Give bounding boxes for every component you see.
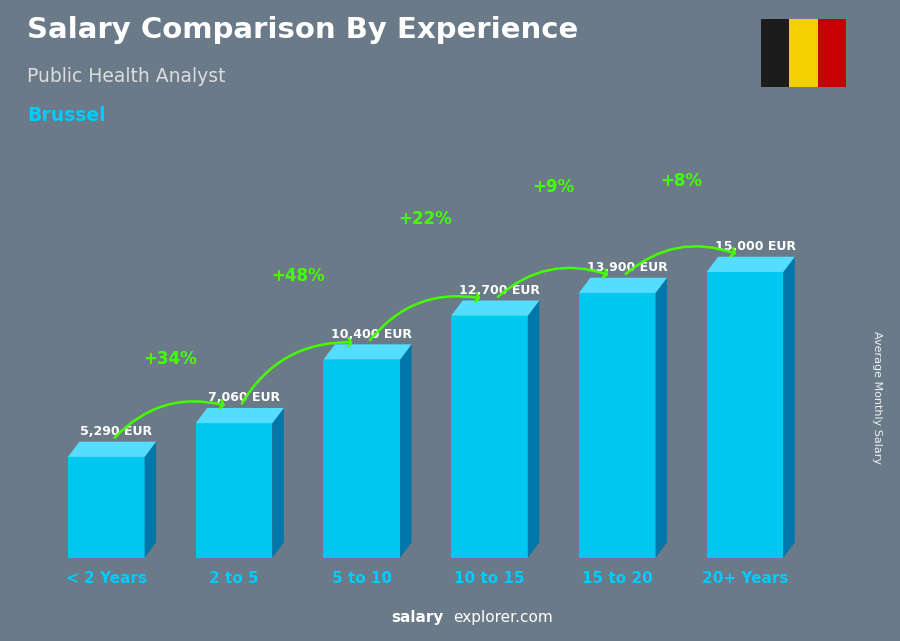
Text: Salary Comparison By Experience: Salary Comparison By Experience	[27, 16, 578, 44]
Text: +9%: +9%	[532, 178, 574, 196]
Bar	[817, 19, 846, 87]
Polygon shape	[655, 278, 667, 558]
Text: Average Monthly Salary: Average Monthly Salary	[872, 331, 883, 464]
Polygon shape	[706, 257, 795, 272]
Polygon shape	[579, 278, 667, 293]
Text: +34%: +34%	[143, 350, 197, 368]
Polygon shape	[527, 301, 539, 558]
Polygon shape	[706, 272, 783, 558]
Polygon shape	[195, 408, 284, 423]
Polygon shape	[68, 457, 145, 558]
Text: 7,060 EUR: 7,060 EUR	[208, 391, 280, 404]
Polygon shape	[783, 257, 795, 558]
Polygon shape	[323, 360, 400, 558]
Polygon shape	[145, 442, 156, 558]
Text: +8%: +8%	[660, 172, 702, 190]
Text: 13,900 EUR: 13,900 EUR	[587, 261, 668, 274]
Text: 12,700 EUR: 12,700 EUR	[459, 284, 540, 297]
Polygon shape	[195, 423, 273, 558]
Polygon shape	[273, 408, 284, 558]
Polygon shape	[323, 344, 411, 360]
Polygon shape	[579, 293, 655, 558]
Text: Brussel: Brussel	[27, 106, 105, 125]
Bar	[789, 19, 817, 87]
Text: 10,400 EUR: 10,400 EUR	[331, 328, 412, 340]
Polygon shape	[451, 316, 527, 558]
Polygon shape	[451, 301, 539, 316]
Text: +48%: +48%	[271, 267, 325, 285]
Bar	[760, 19, 789, 87]
Text: Public Health Analyst: Public Health Analyst	[27, 67, 226, 87]
Text: explorer.com: explorer.com	[453, 610, 553, 625]
Polygon shape	[68, 442, 156, 457]
Text: salary: salary	[392, 610, 444, 625]
Polygon shape	[400, 344, 411, 558]
Text: 5,290 EUR: 5,290 EUR	[80, 425, 152, 438]
Text: 15,000 EUR: 15,000 EUR	[715, 240, 796, 253]
Text: +22%: +22%	[399, 210, 453, 228]
